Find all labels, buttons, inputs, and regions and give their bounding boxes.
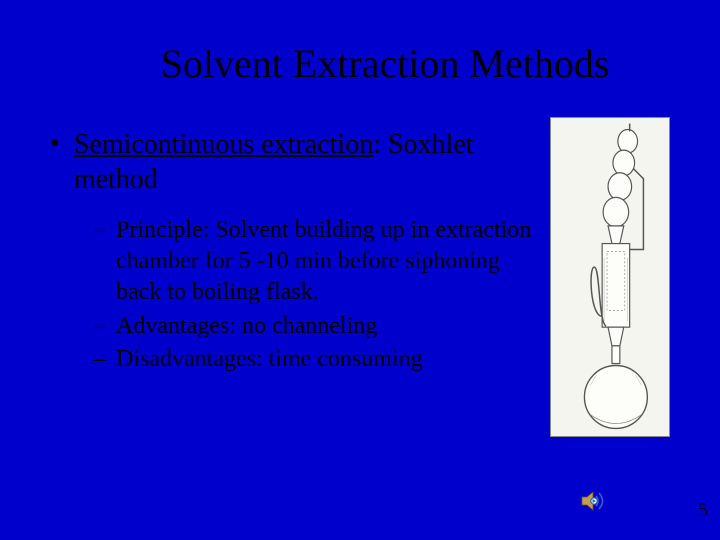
bullet-heading-underlined: Semicontinuous extraction (74, 129, 373, 160)
slide-title: Solvent Extraction Methods (100, 40, 670, 87)
soxhlet-apparatus-svg (551, 118, 669, 436)
bullet-level2: – Disadvantages: time consuming (94, 344, 540, 375)
slide-number: 5 (698, 499, 708, 522)
bullet-marker: • (50, 127, 60, 161)
bullet-level2-text: Principle: Solvent building up in extrac… (116, 215, 540, 309)
dash-marker: – (94, 344, 106, 375)
level2-list: – Principle: Solvent building up in extr… (94, 215, 540, 375)
dash-marker: – (94, 215, 106, 246)
bullet-level1: • Semicontinuous extraction: Soxhlet met… (50, 127, 540, 197)
content-row: • Semicontinuous extraction: Soxhlet met… (50, 127, 670, 437)
bullet-level2: – Principle: Solvent building up in extr… (94, 215, 540, 309)
bullet-level2: – Advantages: no channeling (94, 311, 540, 342)
slide: Solvent Extraction Methods • Semicontinu… (0, 0, 720, 540)
dash-marker: – (94, 311, 106, 342)
text-column: • Semicontinuous extraction: Soxhlet met… (50, 127, 550, 377)
soxhlet-diagram (550, 117, 670, 437)
bullet-level1-text: Semicontinuous extraction: Soxhlet metho… (74, 127, 540, 197)
speaker-icon[interactable] (580, 490, 608, 512)
bullet-level2-text: Disadvantages: time consuming (116, 344, 423, 375)
bullet-level2-text: Advantages: no channeling (116, 311, 377, 342)
